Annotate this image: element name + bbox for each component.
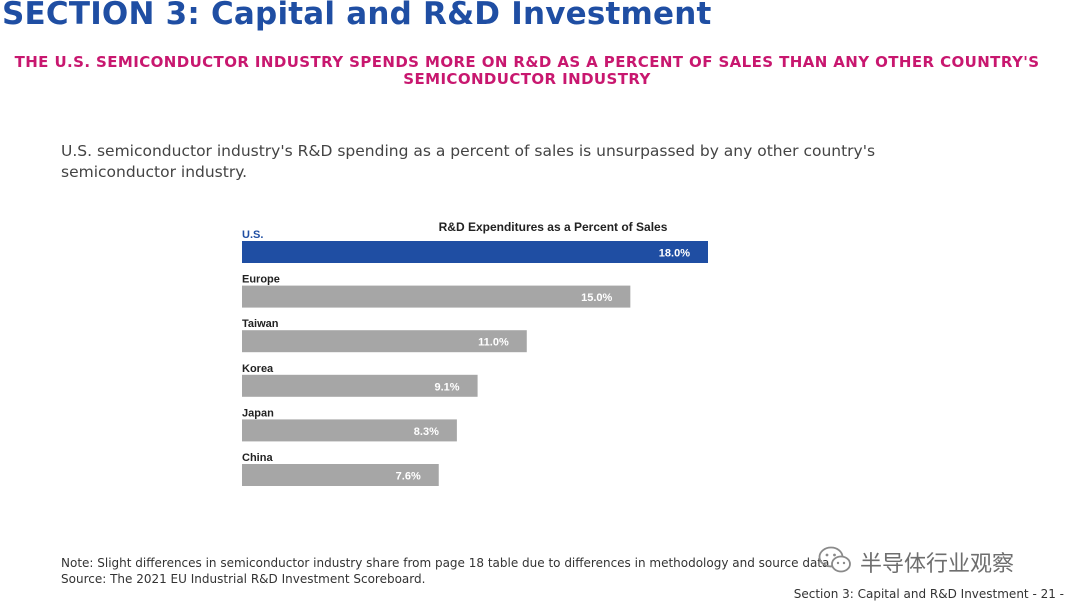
bar <box>242 419 457 442</box>
bar <box>242 374 478 397</box>
data-label: 15.0% <box>581 292 612 304</box>
data-label: 11.0% <box>478 337 509 349</box>
bar <box>242 464 439 486</box>
wechat-icon <box>818 546 852 578</box>
bars-group: U.S. 18.0% Europe 15.0% Taiwan 11.0% Korea 9.1%… <box>242 229 708 486</box>
category-label: Japan <box>242 407 274 419</box>
bar-chart-svg: R&D Expenditures as a Percent of Sales U… <box>242 220 708 486</box>
section-title: SECTION 3: Capital and R&D Investment <box>2 0 712 32</box>
category-label: Taiwan <box>242 318 279 330</box>
intro-text: U.S. semiconductor industry's R&D spendi… <box>61 142 876 181</box>
headline: THE U.S. SEMICONDUCTOR INDUSTRY SPENDS M… <box>0 54 1054 88</box>
notes: Note: Slight differences in semiconducto… <box>61 555 833 587</box>
headline-line-1: THE U.S. SEMICONDUCTOR INDUSTRY SPENDS M… <box>14 53 1040 71</box>
watermark-text: 半导体行业观察 <box>860 552 1015 577</box>
source-text: Source: The 2021 EU Industrial R&D Inves… <box>61 572 426 586</box>
headline-line-2: SEMICONDUCTOR INDUSTRY <box>403 70 651 88</box>
chart-title: R&D Expenditures as a Percent of Sales <box>439 220 668 234</box>
note-text: Note: Slight differences in semiconducto… <box>61 556 834 570</box>
data-label: 8.3% <box>414 426 439 438</box>
data-label: 9.1% <box>435 381 460 393</box>
category-label: China <box>242 452 273 464</box>
category-label: U.S. <box>242 229 263 241</box>
bar <box>242 241 708 263</box>
data-label: 18.0% <box>659 248 690 260</box>
category-label: Europe <box>242 274 280 286</box>
bar-chart: R&D Expenditures as a Percent of Sales U… <box>230 215 730 499</box>
category-label: Korea <box>242 363 274 375</box>
bar <box>242 285 631 308</box>
watermark: 半导体行业观察 <box>818 546 1014 578</box>
data-label: 7.6% <box>396 471 421 483</box>
bar <box>242 330 527 353</box>
footer: Section 3: Capital and R&D Investment - … <box>793 587 1064 601</box>
